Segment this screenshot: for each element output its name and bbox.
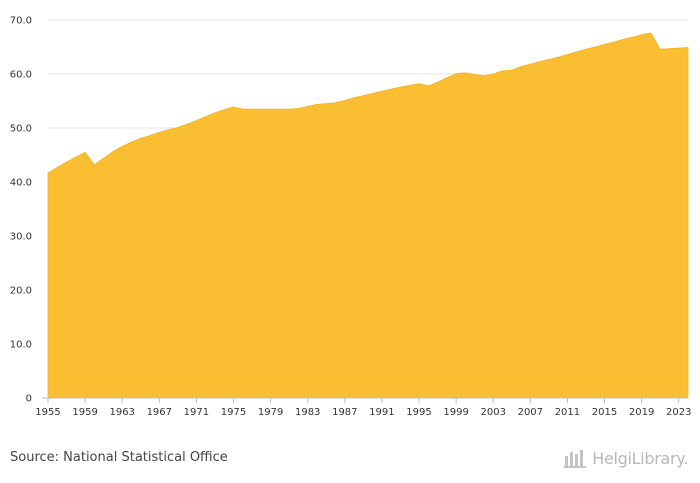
brand-logo: HelgiLibrary. — [564, 448, 688, 468]
x-tick-label: 1955 — [35, 407, 60, 418]
x-tick-label: 1959 — [72, 407, 97, 418]
area-series — [47, 32, 689, 399]
x-tick-label: 1975 — [221, 407, 246, 418]
y-tick-label: 50.0 — [10, 124, 32, 135]
y-tick-label: 30.0 — [10, 232, 32, 243]
source-note: Source: National Statistical Office — [10, 450, 228, 465]
y-tick-label: 60.0 — [10, 70, 32, 81]
brand-name: HelgiLibrary. — [592, 448, 688, 468]
x-tick-label: 2015 — [592, 407, 617, 418]
x-tick-label: 2019 — [629, 407, 654, 418]
x-tick-label: 1979 — [258, 407, 283, 418]
y-tick-label: 70.0 — [10, 16, 32, 27]
y-tick-label: 20.0 — [10, 286, 32, 297]
x-tick-label: 2007 — [518, 407, 543, 418]
y-tick-label: 10.0 — [10, 340, 32, 351]
x-tick-label: 1991 — [369, 407, 394, 418]
x-tick-label: 1999 — [443, 407, 468, 418]
x-tick-label: 1967 — [147, 407, 172, 418]
x-tick-label: 1983 — [295, 407, 320, 418]
area-chart: 0 10.0 20.0 30.0 40.0 50.0 60.0 70.0 1955 1959 196… — [10, 16, 692, 419]
y-tick-label: 0 — [26, 394, 32, 405]
x-tick-label: 1971 — [184, 407, 209, 418]
x-tick-label: 2023 — [666, 407, 691, 418]
x-tick-label: 2003 — [480, 407, 505, 418]
x-tick-label: 1995 — [406, 407, 431, 418]
x-tick-label: 1987 — [332, 407, 357, 418]
building-icon — [564, 450, 587, 468]
x-tick-label: 1963 — [109, 407, 134, 418]
y-tick-label: 40.0 — [10, 178, 32, 189]
x-tick-label: 2011 — [555, 407, 580, 418]
